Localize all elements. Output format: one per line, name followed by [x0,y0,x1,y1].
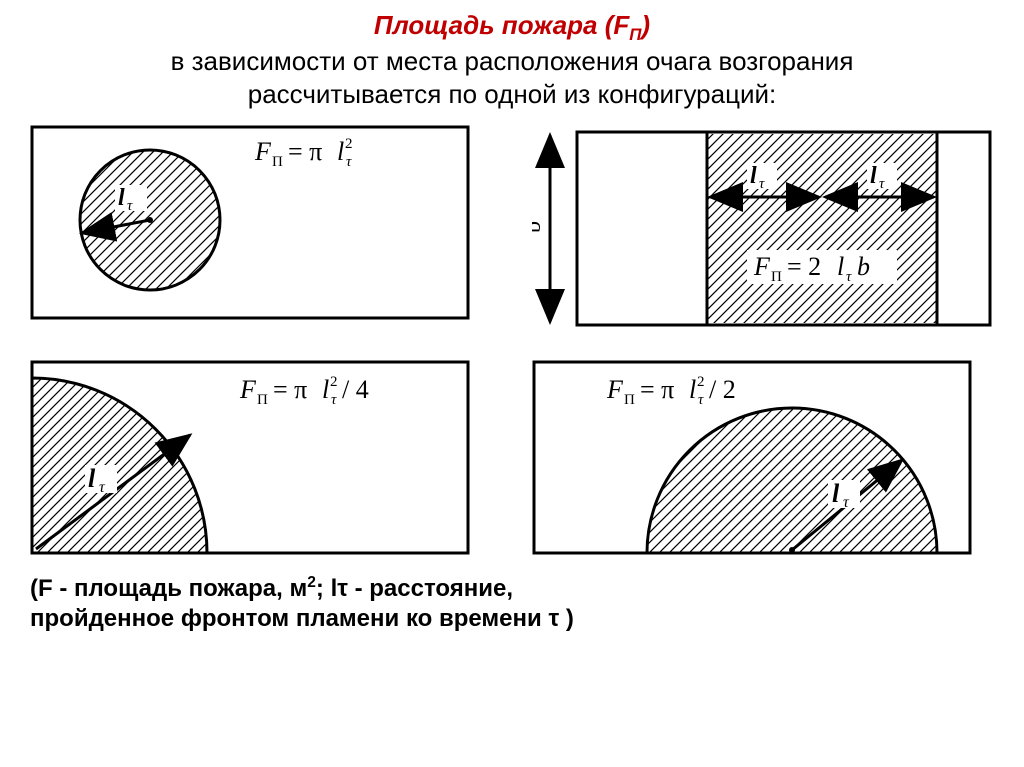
diagram-grid: l τ F П = π l τ 2 b [20,125,1004,555]
panel-quarter: l τ F П = π l τ 2 / 4 [30,360,492,555]
footnote-mid: ; lτ - расстояние, [316,575,513,602]
footnote-pre: (F - площадь пожара, м [30,575,307,602]
panel-corridor-svg: b l τ l τ F П = 2 l τ b [532,125,992,330]
svg-text:П: П [624,392,635,408]
footnote-sup: 2 [307,574,316,591]
svg-text:П: П [257,392,268,408]
panel-corridor: b l τ l τ F П = 2 l τ b [532,125,994,330]
svg-text:l: l [750,163,757,189]
panel-half-svg: l τ F П = π l τ 2 / 2 [532,360,972,555]
title-line3: рассчитывается по одной из конфигураций: [248,79,777,109]
panel-circle-svg: l τ F П = π l τ 2 [30,125,470,320]
title-post: ) [641,10,650,40]
title-main: Площадь пожара (FП) [374,10,650,40]
svg-text:b: b [857,252,870,281]
svg-text:2: 2 [330,374,338,390]
svg-text:τ: τ [127,198,133,214]
svg-text:l: l [689,375,696,404]
svg-text:/ 2: / 2 [709,375,736,404]
svg-text:F: F [606,375,624,404]
svg-text:/ 4: / 4 [342,375,369,404]
svg-text:τ: τ [879,176,885,192]
svg-text:= 2: = 2 [787,252,821,281]
svg-text:τ: τ [846,269,852,285]
svg-text:τ: τ [698,392,704,408]
svg-text:l: l [322,375,329,404]
panel-circle: l τ F П = π l τ 2 [30,125,492,330]
svg-text:П: П [272,154,283,170]
svg-text:= π: = π [288,137,322,166]
svg-text:F: F [254,137,272,166]
panel-quarter-svg: l τ F П = π l τ 2 / 4 [30,360,470,555]
title-pre: Площадь пожара (F [374,10,629,40]
svg-text:2: 2 [697,374,705,390]
svg-text:= π: = π [640,375,674,404]
svg-text:2: 2 [345,136,353,152]
svg-text:F: F [239,375,257,404]
svg-text:F: F [753,252,771,281]
svg-text:b: b [532,221,546,233]
title-sub: П [629,25,641,44]
svg-text:l: l [837,252,844,281]
panel-half: l τ F П = π l τ 2 / 2 [532,360,994,555]
svg-text:= π: = π [273,375,307,404]
svg-text:l: l [337,137,344,166]
title-line2: в зависимости от места расположения очаг… [171,46,854,76]
svg-text:τ: τ [346,154,352,170]
footnote-line2: пройденное фронтом пламени ко времени τ … [30,605,574,632]
footnote: (F - площадь пожара, м2; lτ - расстояние… [20,573,1004,634]
svg-text:l: l [118,185,125,211]
svg-text:l: l [88,464,96,493]
svg-text:П: П [771,269,782,285]
svg-text:τ: τ [331,392,337,408]
svg-text:l: l [870,163,877,189]
svg-text:τ: τ [759,176,765,192]
title-block: Площадь пожара (FП) в зависимости от мес… [20,10,1004,110]
svg-text:l: l [832,479,840,508]
